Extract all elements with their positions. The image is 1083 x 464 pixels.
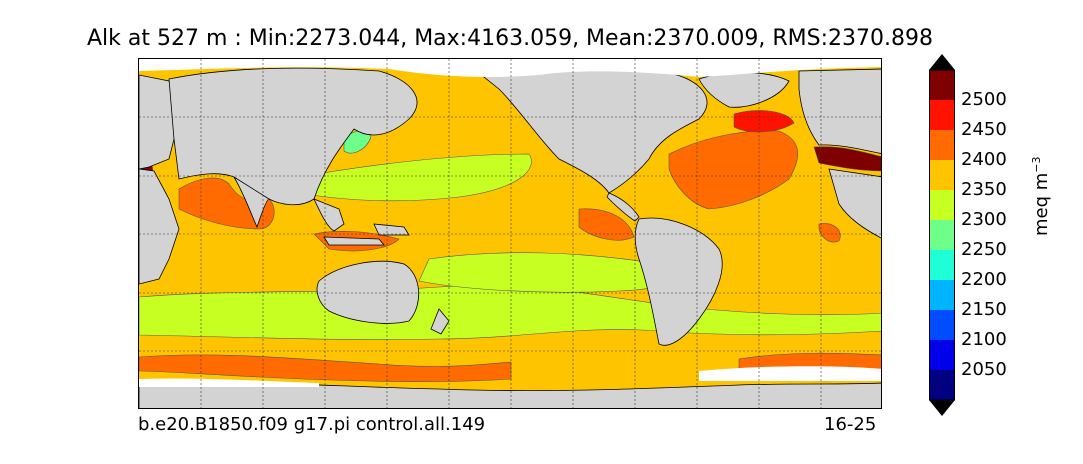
colorbar-tick-label: 2450 — [961, 119, 1007, 140]
colorbar-swatch — [929, 280, 955, 311]
japan-sea — [343, 130, 372, 154]
sea-ice — [139, 59, 881, 387]
colorbar-min-arrow — [929, 400, 955, 416]
colorbar-tick-label: 2300 — [961, 209, 1007, 230]
year-range: 16-25 — [824, 414, 877, 435]
units-label: meq m — [1031, 172, 1052, 236]
continents — [139, 67, 881, 408]
map-panel — [138, 58, 882, 409]
colorbar-swatches — [929, 54, 955, 416]
colorbar-swatch — [929, 340, 955, 371]
colorbar-swatch — [929, 100, 955, 131]
colorbar-tick-label: 2050 — [961, 359, 1007, 380]
north-atlantic-orange — [668, 130, 798, 210]
units-exponent: −3 — [1030, 156, 1043, 173]
colorbar-tick-label: 2400 — [961, 149, 1007, 170]
colorbar-swatch — [929, 250, 955, 281]
north-atlantic-red — [733, 110, 795, 133]
east-pacific-orange — [578, 208, 635, 241]
map-canvas — [139, 59, 881, 408]
map-title: Alk at 527 m : Min:2273.044, Max:4163.05… — [86, 26, 933, 51]
colorbar-swatch — [929, 190, 955, 221]
south-atlantic-orange — [818, 223, 841, 243]
colorbar-tick-label: 2500 — [961, 89, 1007, 110]
colorbar-tick-label: 2100 — [961, 329, 1007, 350]
colorbar-swatch — [929, 370, 955, 401]
case-name: b.e20.B1850.f09 g17.pi control.all.149 — [138, 414, 486, 435]
arabian-sea — [178, 177, 275, 230]
colorbar-tick-label: 2200 — [961, 269, 1007, 290]
mediterranean — [813, 146, 881, 172]
colorbar-tick-label: 2150 — [961, 299, 1007, 320]
colorbar-tick-label: 2250 — [961, 239, 1007, 260]
colorbar-swatch — [929, 130, 955, 161]
colorbar-max-arrow — [929, 54, 955, 70]
colorbar-swatch — [929, 220, 955, 251]
colorbar-swatch — [929, 160, 955, 191]
colorbar-swatch — [929, 310, 955, 341]
colorbar-tick-label: 2350 — [961, 179, 1007, 200]
colorbar-units: meq m−3 — [1030, 156, 1052, 236]
graticule — [139, 59, 881, 408]
colorbar-swatch — [929, 70, 955, 101]
colorbar — [929, 54, 955, 420]
